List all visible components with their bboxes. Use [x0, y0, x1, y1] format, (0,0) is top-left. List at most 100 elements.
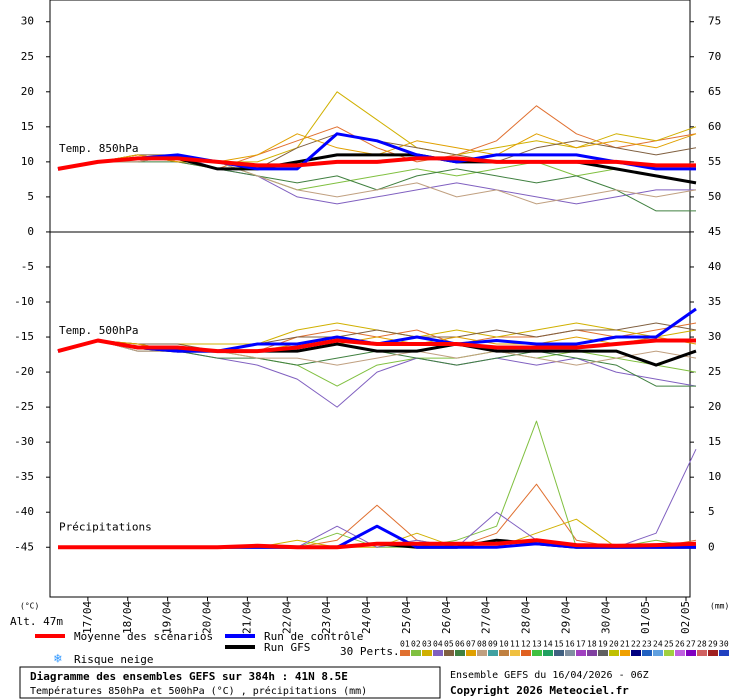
y-tick-label: -45 — [14, 540, 34, 553]
member-swatch — [477, 650, 487, 656]
x-tick-label: 23/04 — [320, 601, 333, 634]
member-label: 03 — [422, 640, 432, 649]
y2-tick-label: 75 — [708, 15, 721, 28]
member-label: 23 — [642, 640, 652, 649]
member-swatch — [400, 650, 410, 656]
member-swatch — [598, 650, 608, 656]
y2-tick-label: 70 — [708, 50, 721, 63]
x-tick-label: 26/04 — [440, 601, 453, 634]
y2-tick-label: 20 — [708, 400, 721, 413]
snow-icon: ❄ — [53, 652, 62, 667]
y-tick-label: -35 — [14, 470, 34, 483]
y2-tick-label: 65 — [708, 85, 721, 98]
y2-tick-label: 5 — [708, 505, 715, 518]
member-swatch — [565, 650, 575, 656]
member-swatch — [631, 650, 641, 656]
x-tick-label: 02/05 — [679, 601, 692, 634]
x-tick-label: 30/04 — [599, 601, 612, 634]
member-swatch — [543, 650, 553, 656]
member-label: 01 — [400, 640, 410, 649]
member-label: 26 — [675, 640, 685, 649]
y-tick-label: 5 — [27, 190, 34, 203]
legend-mean: Moyenne des scénarios — [74, 630, 213, 643]
member-label: 09 — [488, 640, 498, 649]
y-tick-label: -30 — [14, 435, 34, 448]
x-tick-label: 29/04 — [559, 601, 572, 634]
y-tick-label: 0 — [27, 225, 34, 238]
mean-line — [58, 538, 697, 550]
member-label: 12 — [521, 640, 531, 649]
y-tick-label: -25 — [14, 400, 34, 413]
member-label: 28 — [697, 640, 707, 649]
member-swatch — [488, 650, 498, 656]
y2-tick-label: 35 — [708, 295, 721, 308]
member-label: 11 — [510, 640, 520, 649]
member-swatch — [510, 650, 520, 656]
member-swatch — [521, 650, 531, 656]
y2-unit: (mm) — [710, 602, 729, 611]
member-swatch — [411, 650, 421, 656]
member-label: 20 — [609, 640, 619, 649]
panel-label: Temp. 500hPa — [59, 324, 138, 337]
member-label: 02 — [411, 640, 421, 649]
member-line — [57, 322, 697, 352]
member-label: 27 — [686, 640, 696, 649]
member-swatch — [422, 650, 432, 656]
control-line — [57, 132, 696, 171]
y-tick-label: -5 — [21, 260, 34, 273]
member-label: 10 — [499, 640, 509, 649]
member-swatch — [532, 650, 542, 656]
y-tick-label: -15 — [14, 330, 34, 343]
x-tick-label: 28/04 — [520, 601, 533, 634]
y-tick-label: -10 — [14, 295, 34, 308]
x-tick-label: 17/04 — [81, 601, 94, 634]
member-label: 29 — [708, 640, 718, 649]
y2-tick-label: 55 — [708, 155, 721, 168]
member-label: 24 — [653, 640, 663, 649]
y-tick-label: 25 — [21, 50, 34, 63]
member-swatch — [697, 650, 707, 656]
member-label: 08 — [477, 640, 487, 649]
member-label: 21 — [620, 640, 630, 649]
panel-label: Temp. 850hPa — [59, 142, 138, 155]
member-swatch — [455, 650, 465, 656]
footer-run: Ensemble GEFS du 16/04/2026 - 06Z — [450, 670, 649, 681]
y2-tick-label: 40 — [708, 260, 721, 273]
member-swatch — [587, 650, 597, 656]
x-tick-label: 25/04 — [400, 601, 413, 634]
member-swatch — [620, 650, 630, 656]
mean-line — [57, 338, 696, 354]
member-label: 13 — [532, 640, 542, 649]
y-tick-label: -20 — [14, 365, 34, 378]
legend-perts: 30 Perts. — [340, 645, 400, 658]
member-swatch — [653, 650, 663, 656]
panel-label: Précipitations — [59, 520, 152, 533]
y-tick-label: -40 — [14, 505, 34, 518]
member-label: 22 — [631, 640, 641, 649]
y-tick-label: 15 — [21, 120, 34, 133]
x-tick-label: 18/04 — [121, 601, 134, 634]
y2-tick-label: 25 — [708, 365, 721, 378]
member-swatch — [433, 650, 443, 656]
footer-box — [19, 666, 441, 699]
member-label: 30 — [719, 640, 729, 649]
member-swatch — [444, 650, 454, 656]
altitude: Alt. 47m — [10, 615, 63, 628]
x-tick-label: 27/04 — [480, 601, 493, 634]
member-swatch — [686, 650, 696, 656]
footer-subtitle: Températures 850hPa et 500hPa (°C) , pré… — [30, 685, 367, 697]
member-label: 17 — [576, 640, 586, 649]
member-swatch — [708, 650, 718, 656]
x-tick-label: 01/05 — [639, 601, 652, 634]
legend-gfs: Run GFS — [264, 641, 310, 654]
member-label: 07 — [466, 640, 476, 649]
legend-control: Run de contrôle — [264, 630, 363, 643]
member-swatch — [642, 650, 652, 656]
member-swatch — [466, 650, 476, 656]
x-tick-label: 19/04 — [161, 601, 174, 634]
y2-tick-label: 30 — [708, 330, 721, 343]
member-swatch — [499, 650, 509, 656]
mean-line — [57, 156, 696, 171]
member-swatch — [719, 650, 729, 656]
y2-tick-label: 50 — [708, 190, 721, 203]
